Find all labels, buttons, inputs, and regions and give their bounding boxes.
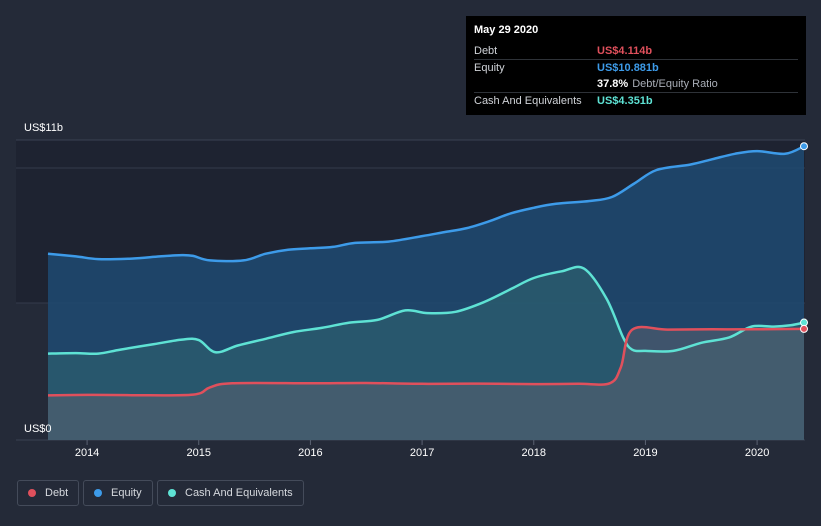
x-axis-labels: 2014 2015 2016 2017 2018 2019 2020 — [75, 440, 769, 459]
cash-dot-icon — [168, 489, 176, 497]
legend-item-debt[interactable]: Debt — [17, 480, 80, 506]
x-tick-label: 2020 — [745, 447, 769, 459]
tooltip-cash-label: Cash And Equivalents — [474, 95, 582, 107]
tooltip-equity-label: Equity — [474, 62, 505, 74]
legend-item-equity[interactable]: Equity — [83, 480, 153, 506]
tooltip-equity-value: US$10.881b — [597, 62, 659, 74]
tooltip-debt-value: US$4.114b — [597, 45, 653, 57]
legend-label-cash: Cash And Equivalents — [185, 487, 293, 499]
debt-area — [48, 327, 804, 440]
cash-and-equivalents-line — [47, 265, 805, 356]
tooltip-ratio-value: 37.8% — [597, 78, 629, 90]
hover-tooltip: May 29 2020 Debt US$4.114b Equity US$10.… — [466, 16, 806, 115]
x-tick-label: 2014 — [75, 447, 99, 459]
tooltip-date: May 29 2020 — [474, 24, 539, 36]
x-tick-label: 2019 — [633, 447, 657, 459]
equity-line — [47, 145, 805, 263]
legend-label-debt: Debt — [45, 487, 69, 499]
equity-end-marker — [800, 142, 808, 151]
debt-line — [47, 325, 805, 397]
tooltip-debt-label: Debt — [474, 45, 498, 57]
tooltip-row-debt: Debt US$4.114b — [474, 43, 798, 59]
x-tick-label: 2017 — [410, 447, 434, 459]
x-tick-label: 2016 — [298, 447, 322, 459]
tooltip-row-cash: Cash And Equivalents US$4.351b — [474, 92, 798, 109]
chart-areas — [48, 146, 804, 440]
tooltip-row-ratio: 37.8% Debt/Equity Ratio — [474, 76, 798, 92]
legend-label-equity: Equity — [111, 487, 142, 499]
chart-end-markers — [800, 142, 808, 333]
y-tick-label: US$0 — [24, 423, 52, 435]
debt-end-marker — [800, 324, 808, 333]
y-axis-labels: US$11b US$0 — [24, 122, 63, 435]
y-tick-label: US$11b — [24, 122, 63, 134]
legend-item-cash[interactable]: Cash And Equivalents — [157, 480, 304, 506]
tooltip-ratio-label: Debt/Equity Ratio — [632, 78, 718, 90]
tooltip-row-equity: Equity US$10.881b — [474, 59, 798, 76]
equity-dot-icon — [94, 489, 102, 497]
x-tick-label: 2018 — [522, 447, 546, 459]
x-tick-label: 2015 — [187, 447, 211, 459]
chart-lines — [47, 145, 805, 397]
tooltip-cash-value: US$4.351b — [597, 95, 653, 107]
debt-dot-icon — [28, 489, 36, 497]
